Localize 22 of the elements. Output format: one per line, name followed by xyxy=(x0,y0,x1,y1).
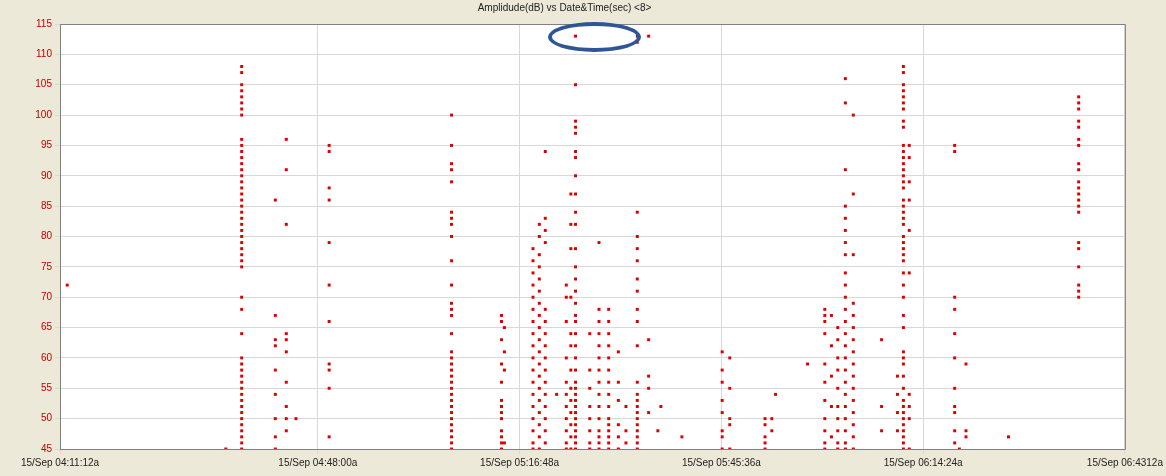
x-tick-label: 15/Sep 05:16:48a xyxy=(480,456,560,468)
y-tick-label: 115 xyxy=(36,17,53,29)
y-tick-label: 80 xyxy=(40,230,53,242)
y-tick-label: 100 xyxy=(35,108,53,120)
y-tick-label: 60 xyxy=(40,351,53,363)
y-tick-label: 45 xyxy=(40,442,53,454)
y-tick-label: 85 xyxy=(40,199,53,211)
y-tick-label: 65 xyxy=(40,321,53,333)
y-tick-label: 55 xyxy=(40,382,53,394)
y-tick-label: 110 xyxy=(36,48,53,60)
x-tick-label: 15/Sep 04:11:12a xyxy=(20,456,100,468)
y-tick-label: 50 xyxy=(40,412,53,424)
x-tick-label: 15/Sep 06:14:24a xyxy=(883,456,964,468)
x-tick-label: 15/Sep 05:45:36a xyxy=(681,456,762,468)
y-tick-label: 95 xyxy=(40,139,53,151)
x-tick-label: 15/Sep 04:48:00a xyxy=(278,456,358,468)
chart-title: Amplidude(dB) vs Date&Time(sec) <8> xyxy=(477,1,652,13)
x-tick-label: 15/Sep 06:4312a xyxy=(1086,456,1164,468)
y-tick-label: 105 xyxy=(35,78,53,90)
y-tick-label: 90 xyxy=(40,169,53,181)
y-tick-label: 70 xyxy=(40,290,53,302)
y-tick-label: 75 xyxy=(40,260,53,272)
